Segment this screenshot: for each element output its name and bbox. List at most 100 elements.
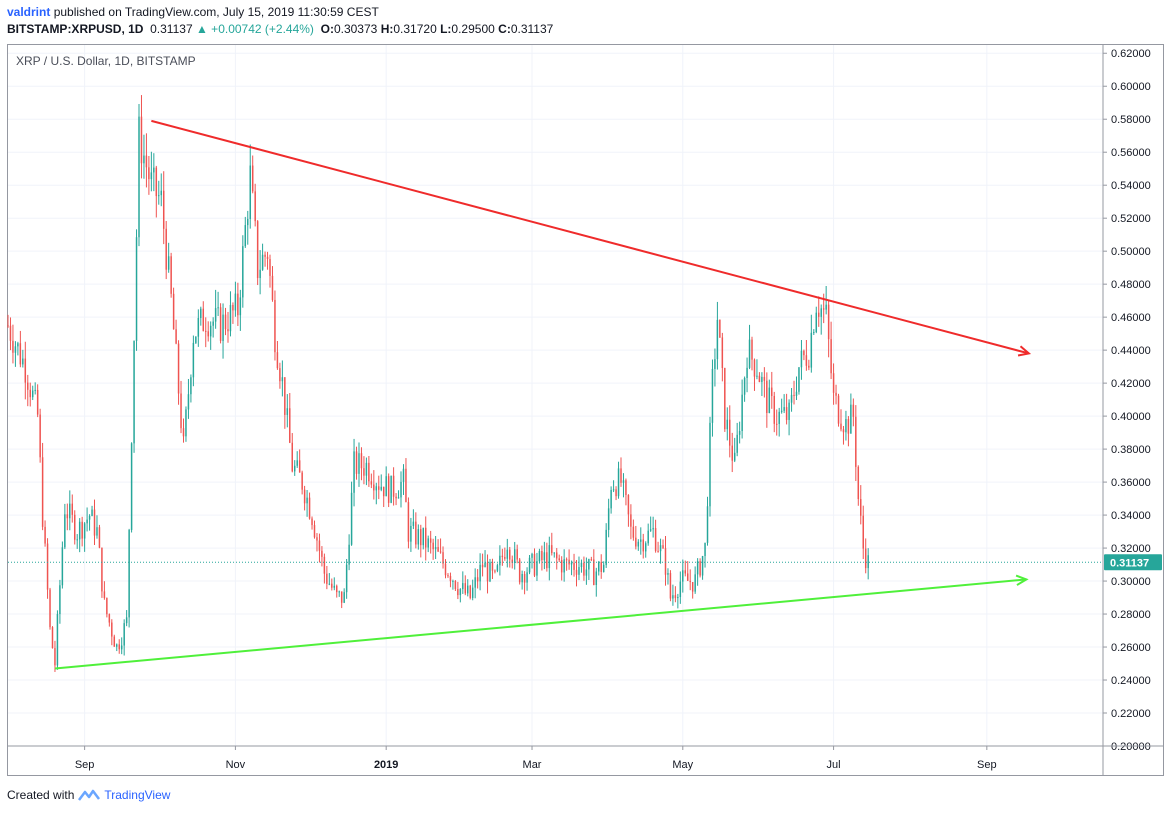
candle-body	[12, 340, 14, 353]
candle-body	[81, 521, 83, 539]
candle-body	[600, 562, 602, 572]
author-name[interactable]: valdrint	[7, 5, 51, 19]
candle-body	[51, 627, 54, 649]
candle-body	[155, 167, 158, 197]
candle-body	[862, 515, 864, 549]
candle-body	[620, 468, 622, 483]
candle-body	[709, 422, 711, 507]
candle-body	[249, 165, 251, 219]
candle-body	[610, 489, 612, 509]
candle-body	[808, 365, 810, 368]
candle-body	[748, 339, 751, 368]
candle-body	[647, 530, 649, 544]
tradingview-link[interactable]: TradingView	[104, 788, 171, 802]
candle-body	[454, 580, 457, 590]
candle-body	[778, 411, 780, 424]
candle-body	[867, 555, 869, 569]
x-tick-label: Mar	[523, 759, 542, 771]
candle-body	[153, 167, 155, 173]
candle-body	[627, 495, 630, 515]
candle-body	[44, 526, 46, 544]
candle-body	[88, 515, 91, 520]
candle-body	[743, 377, 746, 395]
candle-body	[793, 394, 795, 396]
candle-body	[73, 514, 76, 540]
candle-body	[538, 551, 541, 562]
candle-body	[815, 312, 818, 333]
candle-body	[378, 486, 380, 490]
resistance-arrow-icon	[1017, 345, 1032, 357]
candle-body	[832, 373, 835, 393]
y-tick-label: 0.54000	[1111, 180, 1151, 192]
chart-legend: XRP / U.S. Dollar, 1D, BITSTAMP	[16, 54, 196, 68]
candle-body	[536, 561, 538, 576]
candle-body	[128, 529, 130, 618]
candle-body	[345, 564, 348, 593]
candle-body	[773, 396, 775, 424]
candle-body	[548, 545, 551, 569]
candle-body	[805, 355, 808, 366]
change-value: ▲ +0.00742 (+2.44%)	[195, 22, 314, 36]
candle-body	[729, 419, 731, 446]
candle-body	[842, 429, 845, 433]
candle-body	[368, 462, 370, 482]
candle-body	[481, 564, 484, 568]
candle-body	[763, 376, 766, 381]
candle-body	[143, 155, 145, 164]
candle-body	[69, 503, 71, 519]
candle-body	[321, 550, 323, 557]
candle-body	[214, 308, 217, 322]
candle-body	[177, 343, 180, 394]
candle-body	[205, 330, 207, 332]
candle-body	[106, 598, 108, 615]
y-tick-label: 0.52000	[1111, 213, 1151, 225]
candle-body	[852, 404, 855, 417]
candle-body	[111, 622, 113, 637]
y-tick-label: 0.46000	[1111, 312, 1151, 324]
candle-body	[22, 358, 24, 365]
candle-body	[504, 557, 506, 559]
x-tick-label: Sep	[75, 759, 95, 771]
x-tick-label: Jul	[827, 759, 841, 771]
candle-body	[526, 572, 528, 583]
resistance-trendline	[151, 119, 1030, 355]
candle-body	[338, 591, 340, 593]
y-tick-label: 0.42000	[1111, 378, 1151, 390]
candle-body	[738, 431, 741, 435]
candle-body	[41, 457, 44, 527]
candle-body	[704, 542, 706, 557]
candle-body	[256, 221, 259, 279]
candle-body	[595, 571, 598, 586]
candle-body	[133, 340, 135, 444]
candle-body	[298, 460, 301, 473]
chart-frame[interactable]	[7, 44, 1164, 776]
candle-body	[86, 519, 88, 524]
candle-body	[39, 414, 41, 458]
candle-body	[496, 565, 499, 571]
candle-body	[457, 589, 459, 596]
candle-body	[380, 486, 382, 490]
candle-body	[392, 475, 395, 497]
candle-body	[731, 445, 733, 461]
candle-body	[333, 585, 336, 588]
ohlc-line: BITSTAMP:XRPUSD, 1D 0.31137 ▲ +0.00742 (…	[7, 22, 553, 36]
candle-body	[694, 574, 696, 592]
candle-body	[281, 377, 284, 382]
y-tick-label: 0.28000	[1111, 609, 1151, 621]
candle-body	[150, 172, 153, 180]
candle-body	[813, 332, 815, 334]
candle-body	[59, 585, 61, 615]
candle-body	[674, 595, 677, 599]
candle-body	[523, 574, 526, 583]
candle-body	[479, 564, 481, 582]
candle-body	[232, 304, 234, 311]
candle-body	[93, 509, 96, 536]
candle-body	[573, 562, 575, 570]
candle-body	[296, 460, 298, 466]
candle-body	[506, 549, 509, 559]
footer: Created with TradingView	[7, 788, 170, 802]
candle-body	[415, 521, 417, 545]
candle-body	[518, 559, 521, 583]
candle-body	[669, 573, 672, 599]
